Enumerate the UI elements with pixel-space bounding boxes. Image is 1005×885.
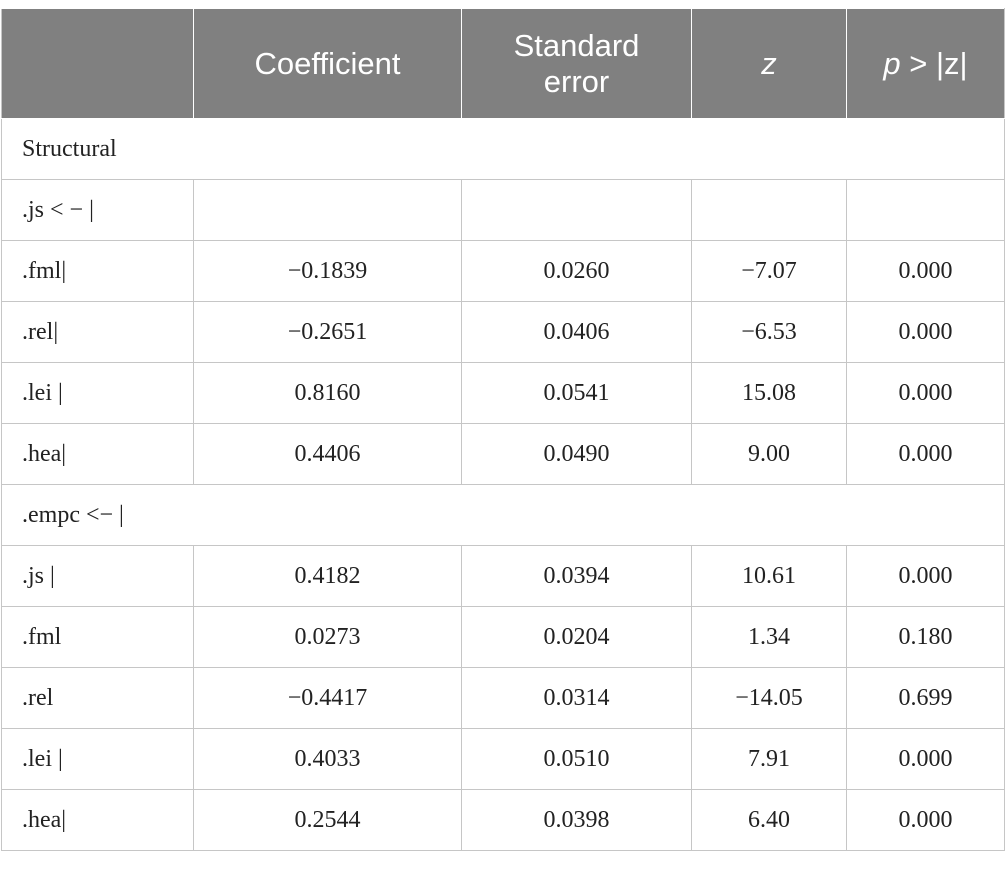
row-label: .hea| (1, 789, 194, 851)
standard-error-cell: 0.0541 (461, 362, 692, 424)
empty-cell (193, 179, 462, 241)
header-standard-error-line2: error (543, 63, 610, 99)
header-p-italic: p (883, 45, 901, 81)
header-z: z (691, 8, 847, 119)
z-cell: 15.08 (691, 362, 847, 424)
z-cell: 9.00 (691, 423, 847, 485)
section-label: .empc <− | (1, 484, 1005, 546)
row-label: .fml| (1, 240, 194, 302)
header-p-rest: > |z| (900, 45, 968, 81)
header-standard-error-line1: Standard (513, 27, 640, 63)
z-cell: 1.34 (691, 606, 847, 668)
row-label: .lei | (1, 362, 194, 424)
row-label: .rel (1, 667, 194, 729)
section-label: .js < − | (1, 179, 194, 241)
section-label: Structural (1, 118, 1005, 180)
standard-error-cell: 0.0314 (461, 667, 692, 729)
coefficient-cell: 0.4182 (193, 545, 462, 607)
empty-cell (461, 179, 692, 241)
table-row: .hea| 0.2544 0.0398 6.40 0.000 (1, 789, 1005, 851)
table-row: .lei | 0.4033 0.0510 7.91 0.000 (1, 728, 1005, 790)
z-cell: 7.91 (691, 728, 847, 790)
header-p-value: p > |z| (846, 8, 1005, 119)
z-cell: −7.07 (691, 240, 847, 302)
table-row: .fml| −0.1839 0.0260 −7.07 0.000 (1, 240, 1005, 302)
standard-error-cell: 0.0204 (461, 606, 692, 668)
header-standard-error: Standard error (461, 8, 692, 119)
standard-error-cell: 0.0398 (461, 789, 692, 851)
header-row: Coefficient Standard error z p > |z| (1, 8, 1005, 119)
standard-error-cell: 0.0490 (461, 423, 692, 485)
z-cell: −6.53 (691, 301, 847, 363)
row-label: .fml (1, 606, 194, 668)
coefficient-cell: 0.0273 (193, 606, 462, 668)
row-label: .js | (1, 545, 194, 607)
z-cell: 6.40 (691, 789, 847, 851)
p-value-cell: 0.000 (846, 423, 1005, 485)
p-value-cell: 0.180 (846, 606, 1005, 668)
standard-error-cell: 0.0394 (461, 545, 692, 607)
header-empty-cell (1, 8, 194, 119)
p-value-cell: 0.000 (846, 362, 1005, 424)
table-header: Coefficient Standard error z p > |z| (1, 8, 1005, 119)
coefficient-table: Coefficient Standard error z p > |z| Str… (1, 8, 1005, 851)
row-label: .lei | (1, 728, 194, 790)
table-row: .lei | 0.8160 0.0541 15.08 0.000 (1, 362, 1005, 424)
coefficient-cell: −0.1839 (193, 240, 462, 302)
empty-cell (846, 179, 1005, 241)
table-row: .fml 0.0273 0.0204 1.34 0.180 (1, 606, 1005, 668)
coefficient-cell: −0.2651 (193, 301, 462, 363)
table-body: Structural .js < − | .fml| −0.1839 0.0260 −7.… (1, 118, 1005, 851)
table-row: .rel| −0.2651 0.0406 −6.53 0.000 (1, 301, 1005, 363)
p-value-cell: 0.000 (846, 240, 1005, 302)
empty-cell (691, 179, 847, 241)
section-row: .empc <− | (1, 484, 1005, 546)
coefficient-cell: 0.8160 (193, 362, 462, 424)
p-value-cell: 0.000 (846, 301, 1005, 363)
z-cell: 10.61 (691, 545, 847, 607)
standard-error-cell: 0.0260 (461, 240, 692, 302)
section-row: Structural (1, 118, 1005, 180)
coefficient-cell: 0.2544 (193, 789, 462, 851)
row-label: .rel| (1, 301, 194, 363)
p-value-cell: 0.699 (846, 667, 1005, 729)
standard-error-cell: 0.0406 (461, 301, 692, 363)
header-coefficient: Coefficient (193, 8, 462, 119)
row-label: .hea| (1, 423, 194, 485)
coefficient-cell: 0.4406 (193, 423, 462, 485)
section-row: .js < − | (1, 179, 1005, 241)
table-row: .rel −0.4417 0.0314 −14.05 0.699 (1, 667, 1005, 729)
coefficient-cell: 0.4033 (193, 728, 462, 790)
p-value-cell: 0.000 (846, 545, 1005, 607)
table-row: .hea| 0.4406 0.0490 9.00 0.000 (1, 423, 1005, 485)
table-row: .js | 0.4182 0.0394 10.61 0.000 (1, 545, 1005, 607)
coefficient-cell: −0.4417 (193, 667, 462, 729)
standard-error-cell: 0.0510 (461, 728, 692, 790)
p-value-cell: 0.000 (846, 728, 1005, 790)
z-cell: −14.05 (691, 667, 847, 729)
p-value-cell: 0.000 (846, 789, 1005, 851)
